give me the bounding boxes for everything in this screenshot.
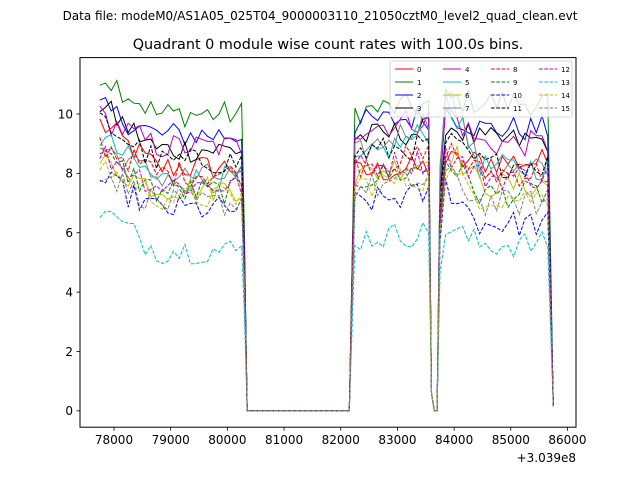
x-tick-label: 81000 [265,433,303,447]
legend-label: 12 [561,66,570,74]
legend-label: 1 [417,79,421,87]
legend-label: 3 [417,105,421,113]
y-tick-label: 8 [65,167,73,181]
legend-label: 9 [513,79,517,87]
x-axis: 78000 79000 80000 81000 82000 83000 84000 85000… [95,427,587,447]
y-tick-label: 2 [65,345,73,359]
x-tick-label: 78000 [95,433,133,447]
series-line-13 [99,210,554,412]
series-line-10 [99,171,554,412]
y-axis: 0 2 4 6 8 10 [58,107,80,418]
x-tick-label: 80000 [208,433,246,447]
x-tick-label: 79000 [152,433,190,447]
series-line-3 [99,100,554,412]
series-line-12 [99,145,554,412]
x-tick-label: 84000 [435,433,473,447]
legend-box [389,60,573,118]
legend-label: 6 [465,92,470,100]
x-tick-label: 82000 [322,433,360,447]
chart-suptitle: Data file: modeM0/AS1A05_025T04_90000031… [63,9,578,23]
y-tick-label: 10 [58,107,73,121]
series-line-0 [99,118,554,412]
x-tick-label: 83000 [378,433,416,447]
legend-label: 4 [465,66,470,74]
legend-label: 13 [561,79,570,87]
series-line-4 [99,105,554,412]
series-line-9 [99,150,554,412]
axes-frame [79,57,577,428]
y-tick-label: 0 [65,404,73,418]
series-line-7 [99,90,554,412]
legend-label: 11 [513,105,522,113]
series-line-5 [99,91,554,412]
legend-label: 7 [465,105,469,113]
x-offset-label: +3.039e8 [517,451,576,465]
series-line-6 [99,144,554,412]
plot-lines [99,79,554,412]
series-line-8 [99,137,554,412]
legend-label: 5 [465,79,469,87]
legend-label: 8 [513,66,517,74]
x-tick-label: 86000 [548,433,586,447]
chart-title: Quadrant 0 module wise count rates with … [133,37,524,53]
legend-label: 15 [561,105,570,113]
x-tick-label: 85000 [492,433,530,447]
y-tick-label: 4 [65,285,73,299]
y-tick-label: 6 [65,226,73,240]
legend-label: 14 [561,92,570,100]
legend-label: 2 [417,92,421,100]
series-line-15 [99,165,554,412]
legend-label: 10 [513,92,522,100]
legend-label: 0 [417,66,421,74]
